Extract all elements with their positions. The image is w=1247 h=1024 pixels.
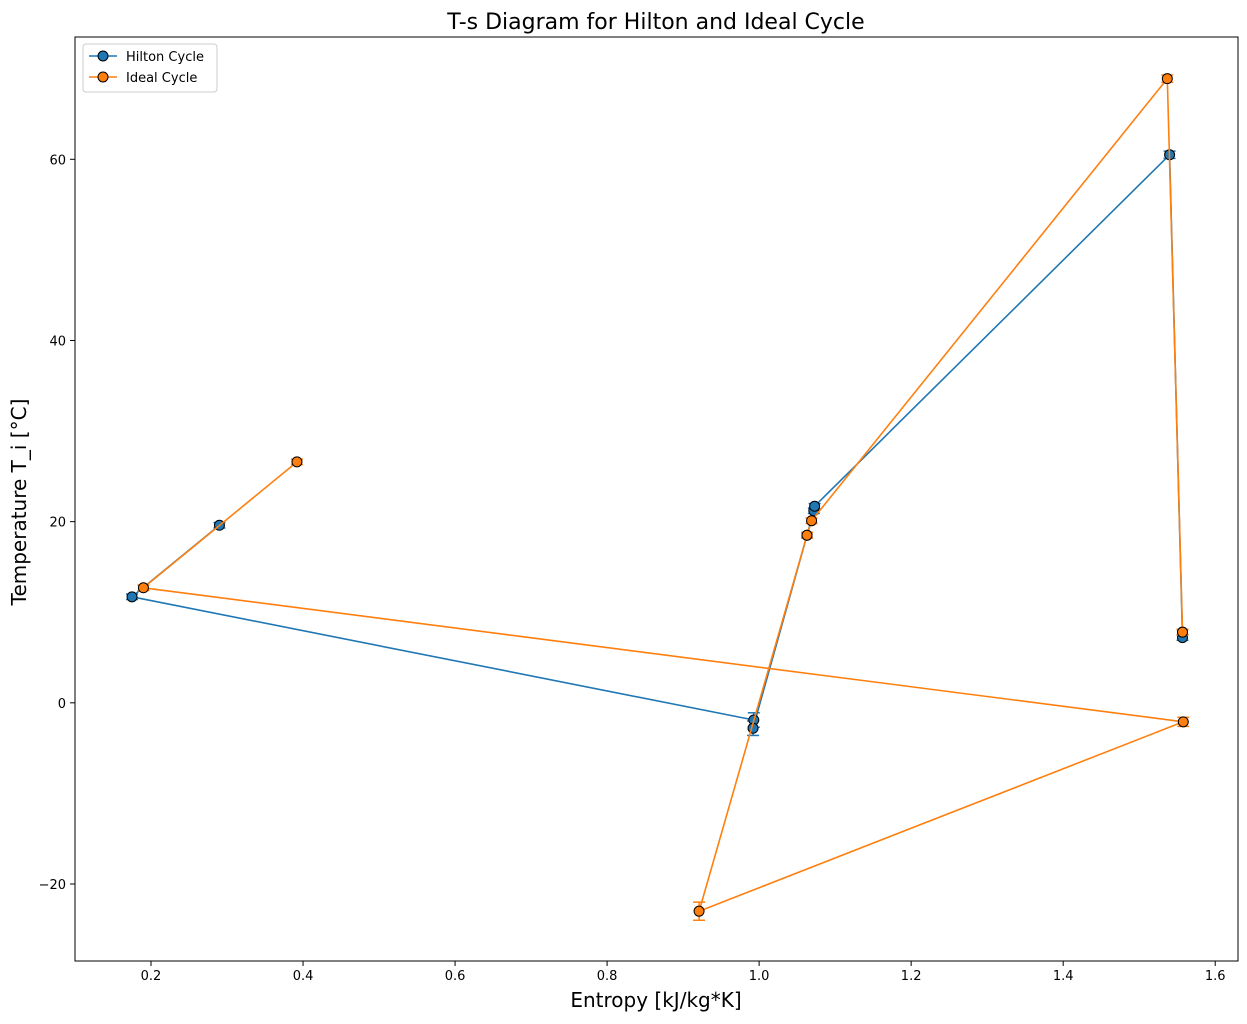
data-point-1-5 <box>806 515 818 527</box>
x-axis-label: Entropy [kJ/kg*K] <box>570 988 741 1012</box>
y-tick-label-3: 40 <box>49 334 66 349</box>
data-point-1-3 <box>693 905 705 917</box>
legend-marker-0 <box>97 50 109 62</box>
y-tick-label-1: 0 <box>58 697 66 712</box>
plot-area <box>126 73 1190 921</box>
legend: Hilton Cycle Ideal Cycle <box>82 43 218 93</box>
x-tick-label-1: 0.4 <box>293 969 314 984</box>
chart-title: T-s Diagram for Hilton and Ideal Cycle <box>446 10 864 35</box>
x-tick-label-6: 1.4 <box>1053 969 1074 984</box>
x-tick-label-4: 1.0 <box>749 969 770 984</box>
x-tick-label-7: 1.6 <box>1205 969 1226 984</box>
data-point-1-1 <box>137 582 149 594</box>
axes-frame <box>74 36 1239 962</box>
y-tick-label-4: 60 <box>49 153 66 168</box>
legend-marker-1 <box>97 71 109 83</box>
data-point-0-1 <box>126 591 138 603</box>
x-tick-label-0: 0.2 <box>141 969 162 984</box>
data-point-1-4 <box>801 529 813 541</box>
axes: 0.2 0.4 0.6 0.8 1.0 1.2 1.4 1.6 −20 0 20 40 60 <box>39 36 1239 984</box>
data-point-1-6 <box>1161 73 1173 85</box>
y-tick-label-0: −20 <box>39 878 66 893</box>
legend-label-0: Hilton Cycle <box>126 50 204 65</box>
data-point-1-0 <box>291 456 303 468</box>
x-tick-label-3: 0.8 <box>597 969 618 984</box>
series-line-0 <box>131 154 1184 730</box>
y-tick-label-2: 20 <box>49 516 66 531</box>
data-point-0-6 <box>809 500 821 512</box>
y-axis-label: Temperature T_i [°C] <box>7 399 31 607</box>
data-point-1-7 <box>1177 626 1189 638</box>
x-tick-label-5: 1.2 <box>901 969 922 984</box>
legend-label-1: Ideal Cycle <box>126 71 197 86</box>
data-point-1-2 <box>1177 716 1189 728</box>
x-tick-label-2: 0.6 <box>445 969 466 984</box>
series-line-1 <box>142 77 1185 913</box>
